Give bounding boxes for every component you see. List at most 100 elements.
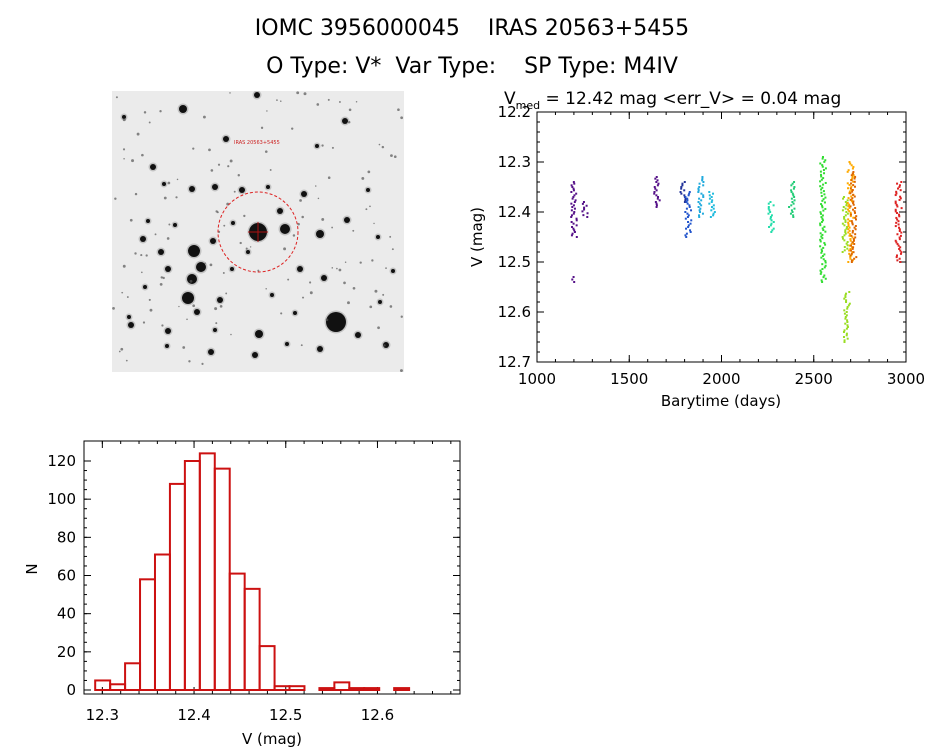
lc-point [821, 206, 824, 209]
hist-bar [318, 687, 336, 692]
lc-point [845, 204, 848, 207]
hist-ytick-label: 20 [57, 643, 76, 661]
lc-point [848, 190, 851, 193]
faint-star [331, 267, 334, 269]
lc-point [846, 226, 849, 228]
lc-point [655, 194, 658, 197]
chart-title-line-2: O Type: V* Var Type: SP Type: M4IV [266, 54, 678, 79]
lc-point [846, 201, 849, 204]
lc-point [894, 200, 897, 203]
faint-star [122, 264, 126, 268]
lc-point [851, 229, 854, 232]
lc-point [843, 239, 846, 242]
lc-point [848, 210, 851, 213]
lc-point [657, 196, 660, 198]
lc-point [573, 281, 576, 283]
faint-star [120, 347, 124, 351]
faint-star [389, 235, 392, 238]
lc-point [843, 339, 846, 342]
lc-point [772, 204, 775, 207]
lc-point [657, 182, 660, 185]
lc-point [689, 231, 692, 233]
lc-point [852, 193, 855, 196]
faint-star [347, 301, 350, 305]
lc-point [573, 201, 576, 203]
lc-point [698, 214, 701, 217]
lc-point [697, 201, 700, 203]
lc-point [823, 225, 826, 228]
star [342, 118, 348, 124]
faint-star [297, 222, 300, 226]
hist-bar [243, 587, 261, 692]
lc-point [850, 185, 853, 188]
lc-point [656, 179, 659, 182]
star [210, 238, 216, 244]
hist-ytick-label: 0 [66, 681, 76, 699]
lc-point [686, 202, 689, 205]
sky-image-stamp: IRAS 20563+5455 [112, 91, 404, 372]
faint-star [178, 305, 180, 308]
lc-point [846, 337, 849, 340]
star [366, 188, 370, 192]
lc-point [572, 227, 575, 230]
lc-point [820, 191, 823, 194]
lc-point [790, 184, 793, 187]
lc-point [581, 210, 584, 213]
light-curve-ylabel: V (mag) [468, 207, 486, 267]
lc-point [819, 211, 822, 214]
faint-star [314, 185, 317, 187]
hist-bar [393, 687, 411, 692]
faint-star [344, 261, 347, 263]
lc-point [844, 207, 847, 210]
lc-point [819, 224, 822, 227]
lc-point [790, 189, 793, 192]
faint-star [389, 305, 393, 308]
lc-point [845, 299, 848, 302]
lc-point [819, 272, 822, 275]
lc-point [791, 182, 794, 185]
chart-title-line-1: IOMC 3956000045 IRAS 20563+5455 [254, 16, 690, 41]
faint-star [348, 108, 352, 112]
lc-point [896, 205, 899, 208]
faint-star [162, 276, 165, 280]
lc-point [844, 231, 847, 233]
star [277, 208, 283, 214]
lc-point [850, 164, 853, 167]
lc-point [821, 164, 824, 167]
lc-point [853, 185, 856, 188]
faint-star [233, 190, 236, 193]
lc-point [851, 172, 854, 175]
lc-point [844, 296, 847, 298]
faint-star [243, 214, 246, 218]
lc-point [697, 189, 700, 192]
lc-point [681, 184, 684, 187]
lc-point [687, 224, 690, 227]
lc-point [894, 239, 897, 242]
lc-point [898, 226, 901, 229]
star [246, 250, 250, 254]
svg-text:Vmed = 12.42 mag <err_V> = 0.0: Vmed = 12.42 mag <err_V> = 0.04 mag [504, 89, 841, 112]
lc-point [850, 182, 853, 185]
lc-point [824, 277, 827, 280]
lc-point [820, 248, 823, 251]
lc-point [819, 162, 822, 165]
faint-star [300, 344, 303, 347]
lc-point [767, 202, 770, 205]
star [255, 330, 263, 338]
faint-star [391, 248, 394, 251]
lc-point [823, 266, 826, 269]
faint-star [299, 199, 302, 202]
lc-point [575, 236, 578, 238]
hist-ytick-label: 40 [57, 605, 76, 623]
lc-point [700, 199, 703, 202]
lc-point [846, 319, 849, 322]
lc-point [658, 199, 661, 202]
lc-point [853, 243, 856, 245]
lc-point [847, 197, 850, 200]
lc-point [849, 233, 852, 236]
lc-point [895, 212, 898, 215]
lc-point [847, 187, 850, 190]
hist-xtick-label: 12.4 [177, 706, 210, 724]
lc-point [822, 209, 825, 212]
lc-point [687, 214, 690, 217]
